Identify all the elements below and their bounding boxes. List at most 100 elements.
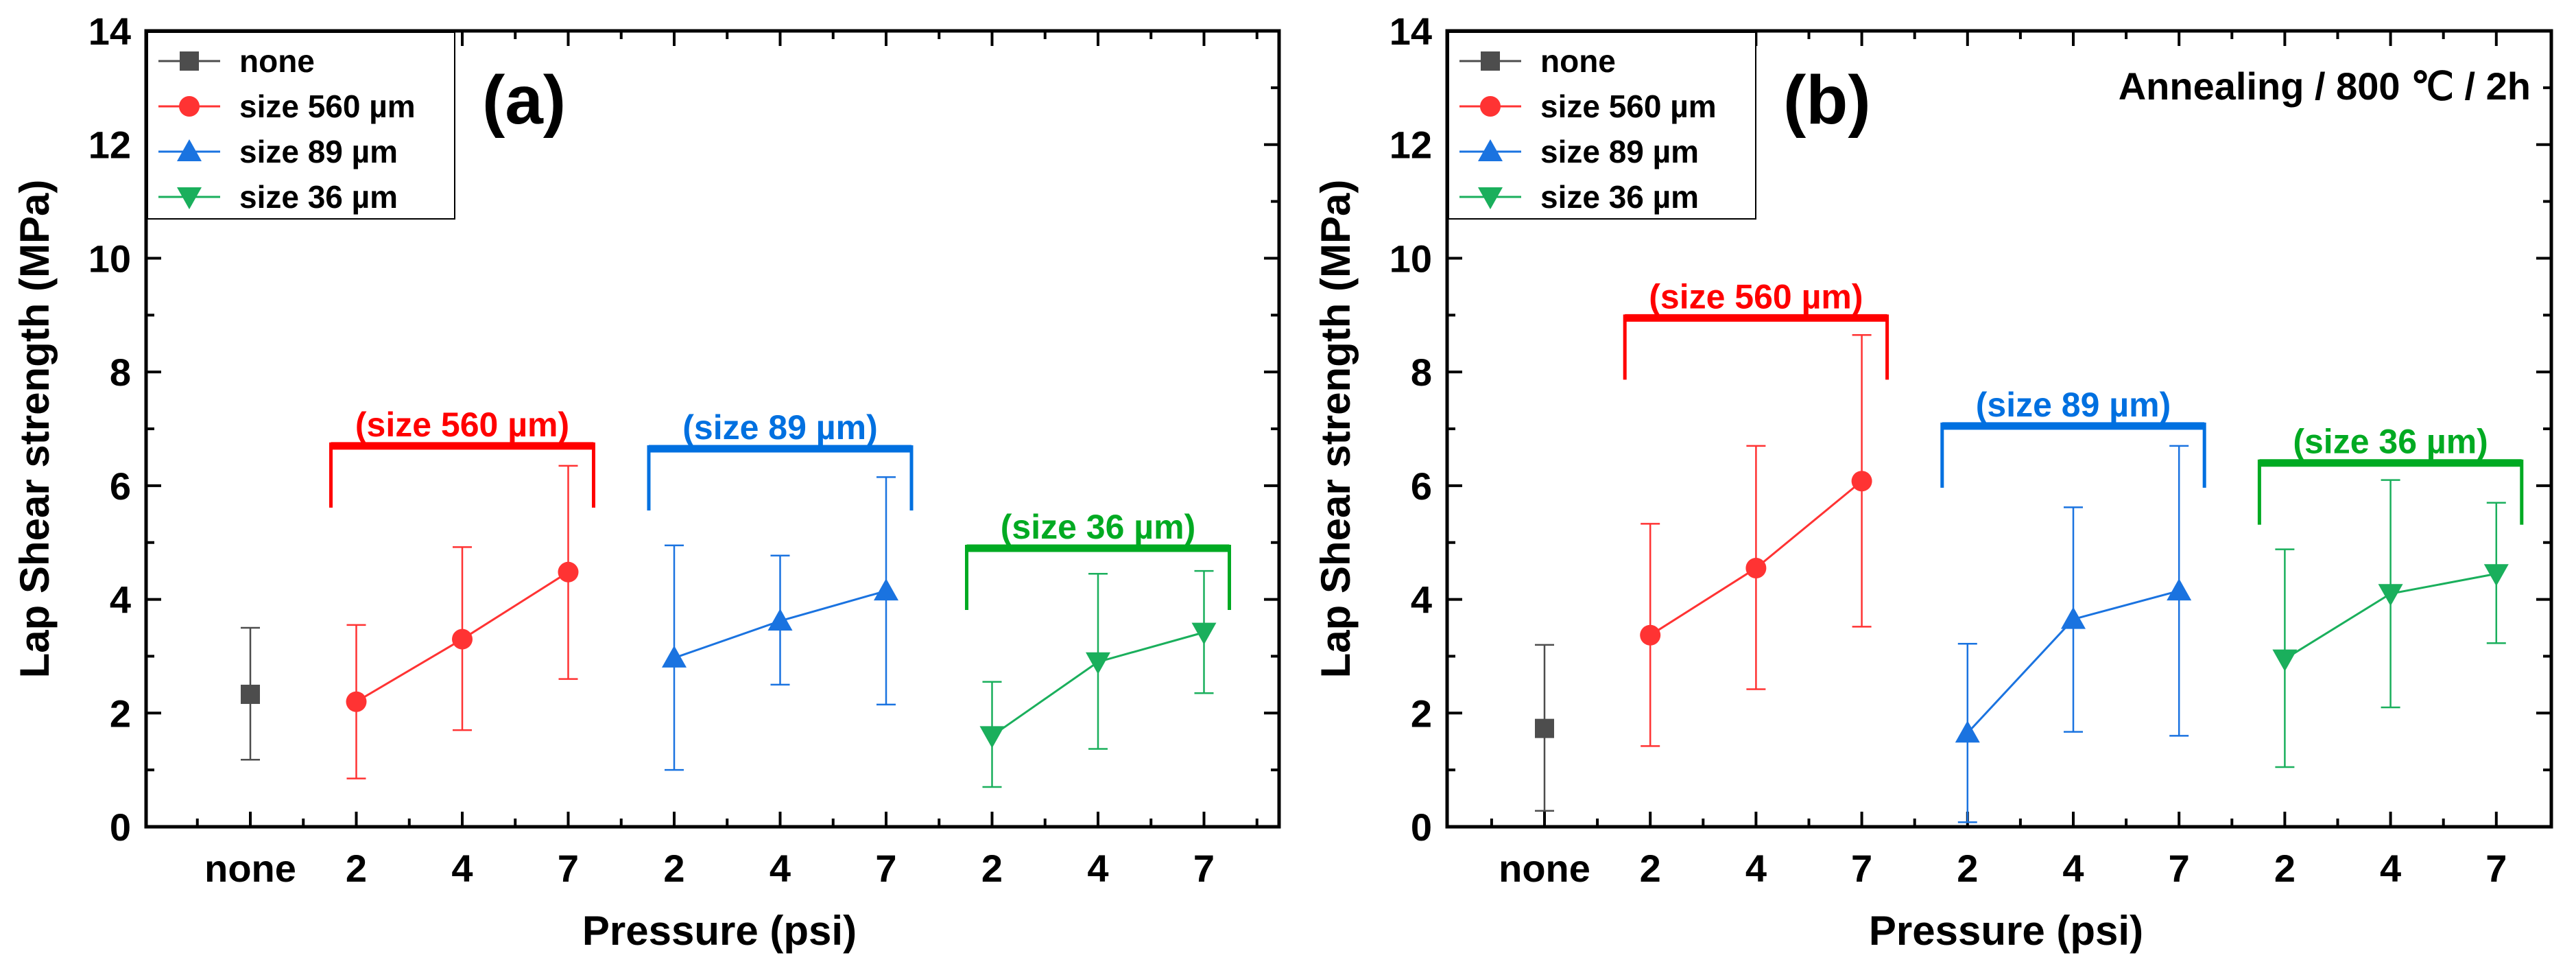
panel-label: (b) [1783,62,1871,139]
legend-label: none [239,43,315,79]
chart-panel-0: 0 2 4 6 8 10 12 14 none 2 4 7 2 4 7 2 4 7 Lap Shear streng… [12,10,1281,954]
data-point [1640,624,1661,646]
data-point [1745,558,1767,578]
data-point [1955,720,1980,743]
y-tick-label: 8 [110,351,131,394]
legend: none size 560 µm size 89 µm size 36 µm [1448,32,1756,220]
y-tick-label: 10 [88,237,131,280]
x-tick-label: 2 [663,847,684,890]
data-point [241,684,260,704]
bracket-label: (size 36 µm) [2293,423,2488,461]
series-size-36-m [979,569,1217,788]
y-tick-label: 0 [110,806,131,849]
x-tick-label: 2 [346,847,367,890]
x-axis-title: Pressure (psi) [1869,908,2143,954]
y-tick-label: 4 [110,578,131,622]
data-point [979,726,1005,749]
y-axis-title: Lap Shear strength (MPa) [1313,180,1359,679]
x-tick-label: 2 [2274,847,2295,890]
x-tick-label: 7 [558,847,579,890]
data-point [452,628,473,650]
y-tick-label: 2 [110,692,131,735]
legend-marker [177,187,202,209]
data-point [558,561,579,583]
x-tick-label: 4 [2062,847,2084,890]
legend: none size 560 µm size 89 µm size 36 µm [147,32,455,220]
series-size-36-m [2272,479,2509,768]
legend-label: size 36 µm [239,179,398,215]
x-tick-label: 2 [981,847,1003,890]
data-point [2061,607,2086,629]
legend-marker [1480,96,1501,117]
bracket-label: (size 560 µm) [1649,277,1863,316]
data-point [2167,578,2192,601]
data-point [2378,584,2403,607]
bracket-label: (size 89 µm) [1976,386,2171,424]
x-axis-title: Pressure (psi) [582,908,857,954]
data-point [1191,622,1217,645]
data-point [1535,718,1554,738]
series-none [241,626,260,761]
x-tick-label: 4 [2380,847,2401,890]
legend-label: size 89 µm [239,134,398,169]
x-tick-label: 7 [1193,847,1215,890]
x-tick-label: 2 [1640,847,1661,890]
legend-marker [177,139,202,161]
y-tick-label: 14 [88,10,131,53]
group-bracket: (size 560 µm) [1623,277,1889,380]
bracket-label: (size 36 µm) [1001,508,1195,546]
y-tick-label: 4 [1411,578,1432,622]
legend-marker [179,96,200,117]
x-tick-label: 7 [2169,847,2190,890]
y-tick-label: 0 [1411,806,1432,849]
chart-panel-1: 0 2 4 6 8 10 12 14 none 2 4 7 2 4 7 2 4 7 Lap Shear streng… [1313,10,2553,954]
x-tick-label: 4 [1087,847,1108,890]
legend-label: size 89 µm [1540,134,1699,169]
bracket-label: (size 89 µm) [682,408,877,447]
group-bracket: (size 89 µm) [1940,386,2206,488]
data-point [767,609,793,631]
x-tick-label: 7 [2485,847,2507,890]
data-point [2483,564,2509,587]
y-tick-label: 8 [1411,351,1432,394]
group-bracket: (size 560 µm) [329,405,595,508]
y-tick-label: 6 [110,465,131,508]
legend-marker [1481,51,1500,71]
y-tick-label: 12 [1390,124,1432,167]
y-tick-label: 10 [1390,237,1432,280]
y-tick-label: 6 [1411,465,1432,508]
group-bracket: (size 36 µm) [965,508,1231,610]
y-axis-title: Lap Shear strength (MPa) [12,180,58,679]
legend-label: size 560 µm [239,89,416,124]
data-point [346,691,367,712]
panel-label: (a) [482,62,566,139]
data-point [662,645,687,668]
x-tick-label: 2 [1957,847,1978,890]
group-bracket: (size 36 µm) [2257,423,2524,525]
y-tick-label: 2 [1411,692,1432,735]
series-size-560-m [1640,334,1872,747]
legend-label: size 560 µm [1540,89,1717,124]
data-point [2272,649,2298,672]
x-tick-label: 4 [1745,847,1767,890]
data-point [874,578,898,601]
x-tick-label: 7 [875,847,896,890]
x-tick-label: 4 [770,847,791,890]
series-size-560-m [346,465,579,779]
x-tick-label: none [204,847,296,890]
group-bracket: (size 89 µm) [647,408,914,510]
x-tick-label: 4 [451,847,473,890]
x-tick-label: 7 [1851,847,1872,890]
y-tick-label: 12 [88,124,131,167]
legend-marker [1478,139,1503,161]
legend-marker [1478,187,1503,209]
legend-marker [180,51,199,71]
data-point [1851,471,1872,492]
y-tick-label: 14 [1390,10,1432,53]
panel-annotation: Annealing / 800 ℃ / 2h [2119,64,2531,108]
legend-label: size 36 µm [1540,179,1699,215]
legend-label: none [1540,43,1616,79]
bracket-label: (size 560 µm) [355,405,569,444]
series-size-89-m [662,476,898,771]
